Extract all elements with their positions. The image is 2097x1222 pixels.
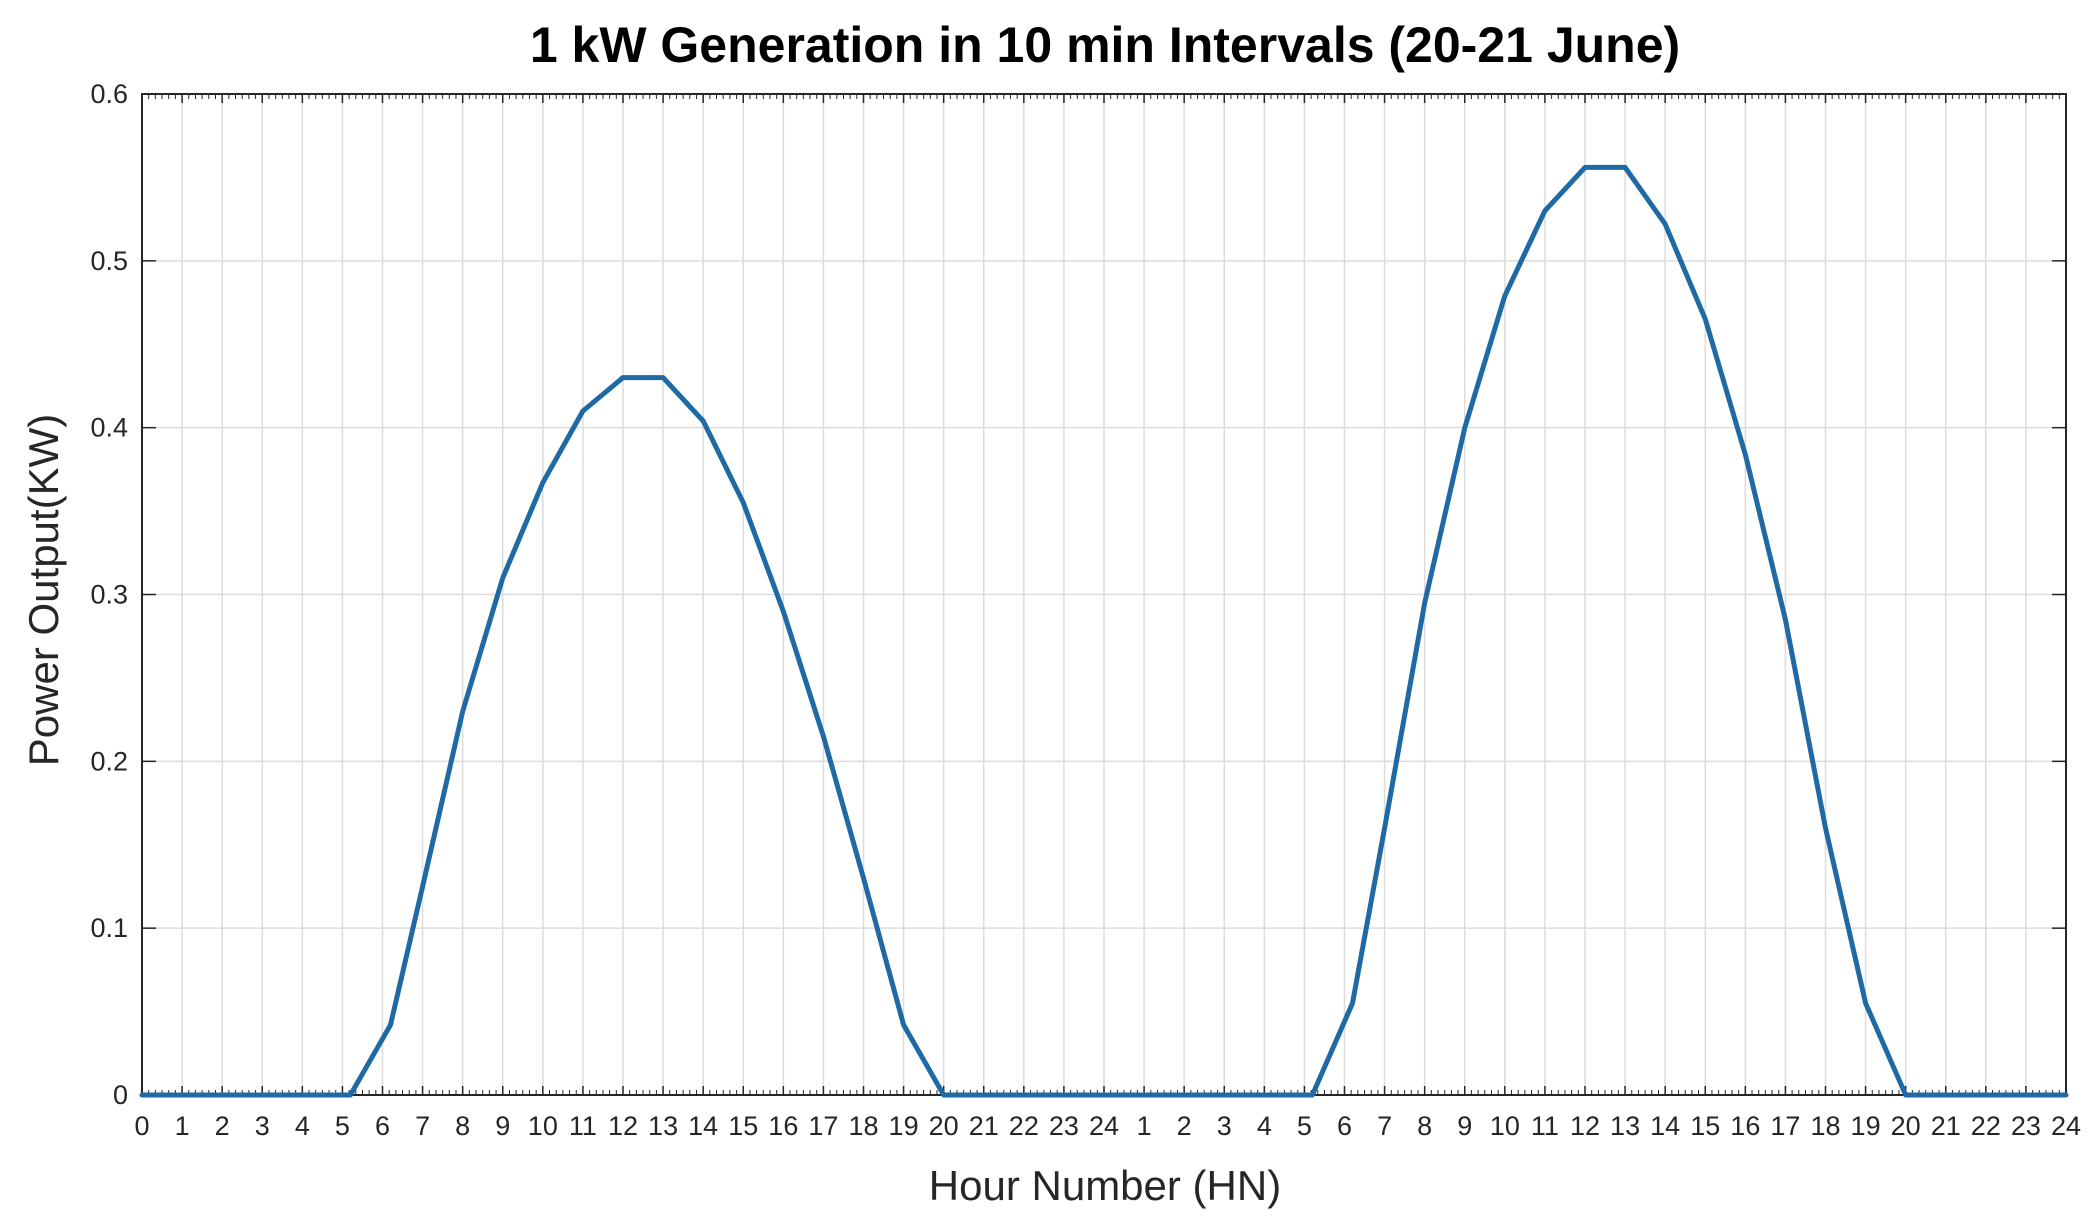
x-tick-label: 2 [215,1111,230,1141]
x-tick-label: 1 [175,1111,190,1141]
y-tick-label: 0.5 [90,246,128,276]
x-tick-label: 21 [969,1111,999,1141]
x-tick-label: 9 [1457,1111,1472,1141]
grid-lines [142,94,2066,1095]
x-tick-label: 16 [768,1111,798,1141]
x-tick-label: 10 [528,1111,558,1141]
x-tick-label: 17 [808,1111,838,1141]
y-tick-label: 0 [113,1080,128,1110]
x-tick-label: 24 [2051,1111,2081,1141]
chart-title: 1 kW Generation in 10 min Intervals (20-… [530,17,1680,73]
x-tick-label: 23 [2011,1111,2041,1141]
x-tick-label: 12 [1570,1111,1600,1141]
y-tick-label: 0.2 [90,746,128,776]
y-axis-label: Power Output(KW) [20,414,67,766]
x-tick-label: 5 [335,1111,350,1141]
x-tick-label: 14 [688,1111,718,1141]
x-tick-label: 11 [1531,1111,1559,1141]
x-tick-label: 14 [1650,1111,1680,1141]
y-tick-label: 0.4 [90,413,128,443]
x-axis-label: Hour Number (HN) [929,1162,1281,1209]
y-tick-labels: 0 0.1 0.2 0.3 0.4 0.5 0.6 [90,79,128,1110]
x-tick-label: 18 [1810,1111,1840,1141]
x-tick-label: 6 [1337,1111,1352,1141]
x-tick-label: 6 [375,1111,390,1141]
x-tick-label: 5 [1297,1111,1312,1141]
x-tick-label: 13 [648,1111,678,1141]
x-tick-label: 17 [1770,1111,1800,1141]
data-series [139,164,2069,1098]
x-tick-label: 7 [415,1111,430,1141]
x-tick-label: 9 [495,1111,510,1141]
x-tick-labels: 0 1 2 3 4 5 6 7 8 9 10 11 12 13 14 15 16 17 18 19 20 21 22 23 24… [134,1111,2081,1141]
x-tick-label: 19 [889,1111,919,1141]
x-tick-label: 3 [1217,1111,1232,1141]
y-tick-label: 0.3 [90,580,128,610]
y-tick-label: 0.1 [90,913,128,943]
x-tick-label: 22 [1971,1111,2001,1141]
y-tick-label: 0.6 [90,79,128,109]
x-tick-label: 13 [1610,1111,1640,1141]
series-line [139,164,2069,1098]
x-tick-label: 4 [1257,1111,1272,1141]
x-tick-label: 15 [1690,1111,1720,1141]
x-tick-label: 12 [608,1111,638,1141]
x-tick-label: 3 [255,1111,270,1141]
x-tick-label: 22 [1009,1111,1039,1141]
x-tick-label: 2 [1177,1111,1192,1141]
x-tick-label: 15 [728,1111,758,1141]
x-tick-label: 19 [1851,1111,1881,1141]
x-tick-label: 20 [1891,1111,1921,1141]
x-tick-label: 4 [295,1111,310,1141]
x-tick-label: 8 [455,1111,470,1141]
x-tick-label: 21 [1931,1111,1961,1141]
x-tick-label: 10 [1490,1111,1520,1141]
x-tick-label: 11 [569,1111,597,1141]
x-tick-label: 8 [1417,1111,1432,1141]
x-tick-label: 0 [134,1111,149,1141]
x-tick-label: 7 [1377,1111,1392,1141]
x-tick-label: 24 [1089,1111,1119,1141]
x-tick-label: 16 [1730,1111,1760,1141]
x-tick-label: 23 [1049,1111,1079,1141]
x-tick-label: 18 [848,1111,878,1141]
x-tick-label: 20 [929,1111,959,1141]
x-tick-label: 1 [1137,1111,1152,1141]
